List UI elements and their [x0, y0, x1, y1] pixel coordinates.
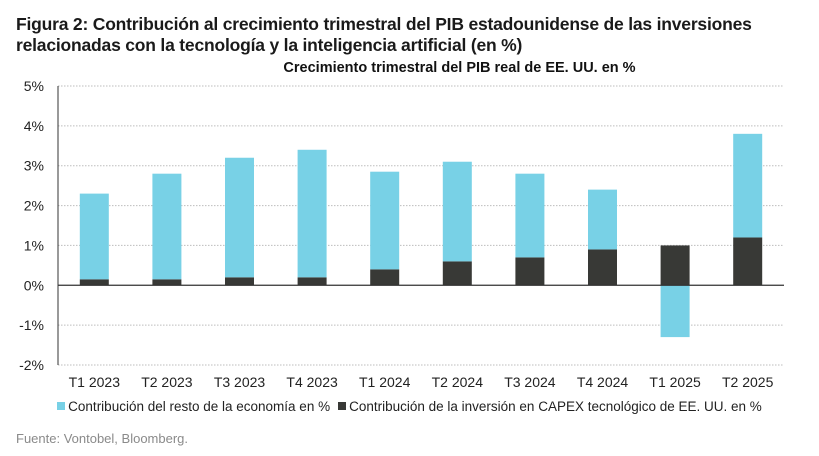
bar-rest-economy — [660, 285, 690, 338]
bar-rest-economy — [442, 161, 472, 262]
bar-rest-economy — [588, 189, 617, 250]
legend-item: Contribución de la inversión en CAPEX te… — [338, 399, 762, 414]
x-tick-label: T3 2023 — [214, 374, 266, 390]
x-tick-label: T1 2024 — [359, 374, 411, 390]
bar-rest-economy — [152, 173, 182, 280]
axes — [57, 86, 784, 365]
figure-title: Figura 2: Contribución al crecimiento tr… — [16, 14, 752, 55]
bar-rest-economy — [79, 193, 109, 280]
x-tick-label: T3 2024 — [504, 374, 556, 390]
legend-swatch — [57, 402, 66, 410]
x-tick-label: T2 2025 — [722, 374, 774, 390]
y-tick-label: -2% — [19, 357, 44, 373]
y-tick-label: 4% — [24, 118, 44, 134]
y-tick-label: 5% — [24, 78, 44, 94]
bar-capex-tech — [733, 237, 763, 286]
legend-label: Contribución del resto de la economía en… — [68, 398, 331, 414]
chart-title: Crecimiento trimestral del PIB real de E… — [283, 60, 636, 76]
y-tick-label: 3% — [24, 158, 44, 174]
bar-capex-tech — [588, 249, 617, 286]
bar-capex-tech — [370, 269, 400, 286]
x-tick-label: T2 2024 — [432, 374, 484, 390]
legend-swatch — [338, 402, 347, 410]
y-tick-label: 0% — [24, 277, 44, 293]
bar-capex-tech — [515, 257, 545, 286]
x-tick-labels: T1 2023 T2 2023 T3 2023 T4 2023 T1 2024 T2 20… — [69, 374, 774, 390]
bar-capex-tech — [79, 279, 109, 286]
x-tick-label: T1 2023 — [69, 374, 121, 390]
y-tick-label: 2% — [24, 198, 44, 214]
bar-capex-tech — [660, 245, 690, 286]
y-tick-label: 1% — [24, 237, 44, 253]
x-tick-label: T2 2023 — [141, 374, 193, 390]
x-tick-label: T4 2024 — [577, 374, 629, 390]
bar-chart: -2% -1% 0% 1% 2% 3% 4% 5% T1 2023 T2 2023 T3 2023… — [19, 78, 784, 390]
bar-rest-economy — [370, 171, 400, 270]
x-tick-label: T4 2023 — [286, 374, 338, 390]
x-tick-label: T1 2025 — [649, 374, 701, 390]
legend-item: Contribución del resto de la economía en… — [57, 399, 330, 414]
y-tick-label: -1% — [19, 317, 44, 333]
bar-rest-economy — [515, 173, 545, 258]
legend: Contribución del resto de la economía en… — [0, 398, 819, 414]
bar-capex-tech — [225, 277, 254, 286]
bar-rest-economy — [733, 133, 763, 238]
bar-rest-economy — [297, 149, 327, 278]
bar-rest-economy — [225, 157, 254, 278]
bar-capex-tech — [297, 277, 327, 286]
source-note: Fuente: Vontobel, Bloomberg. — [16, 431, 189, 446]
y-tick-labels: -2% -1% 0% 1% 2% 3% 4% 5% — [19, 78, 44, 373]
legend-label: Contribución de la inversión en CAPEX te… — [349, 398, 762, 414]
bar-capex-tech — [442, 261, 472, 286]
bar-capex-tech — [152, 279, 182, 286]
bars — [79, 133, 763, 338]
